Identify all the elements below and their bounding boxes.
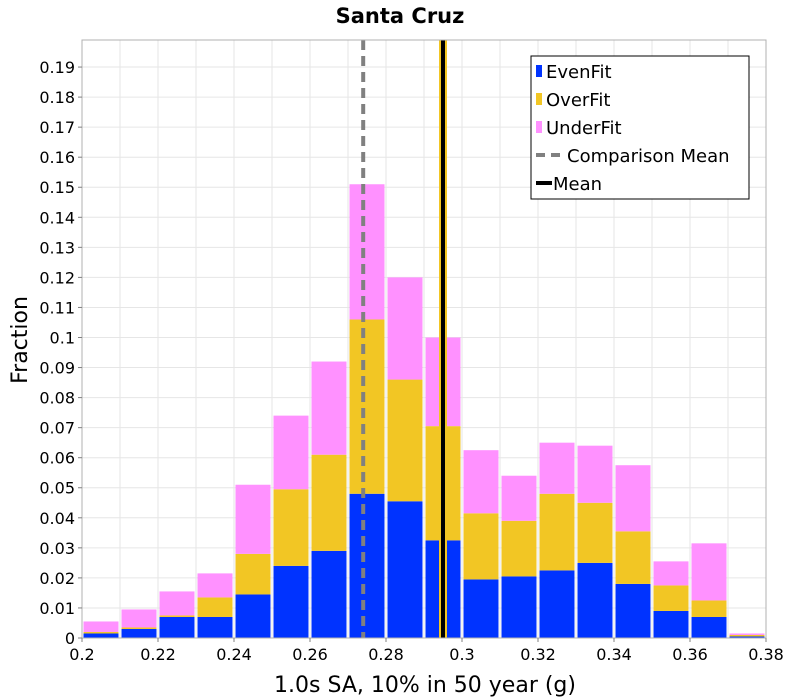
y-tick-label: 0.18 bbox=[39, 88, 75, 107]
bar-overfit bbox=[691, 600, 727, 617]
y-tick-label: 0.13 bbox=[39, 238, 75, 257]
legend-swatch-evenfit bbox=[536, 65, 542, 77]
legend-label: OverFit bbox=[546, 90, 610, 111]
bar-evenfit bbox=[159, 616, 195, 638]
x-tick-label: 0.36 bbox=[672, 645, 708, 664]
legend-box bbox=[530, 55, 750, 200]
x-tick-label: 0.22 bbox=[140, 645, 176, 664]
legend: EvenFit OverFit UnderFit Comparison Mean Mea… bbox=[530, 55, 750, 200]
x-tick-label: 0.2 bbox=[69, 645, 94, 664]
y-tick-label: 0.15 bbox=[39, 178, 75, 197]
bar-evenfit bbox=[615, 583, 651, 638]
bar-evenfit bbox=[83, 633, 119, 638]
bar-evenfit bbox=[691, 616, 727, 638]
legend-label: UnderFit bbox=[546, 118, 622, 139]
x-tick-label: 0.26 bbox=[292, 645, 328, 664]
bar-overfit bbox=[311, 454, 347, 551]
x-tick-label: 0.34 bbox=[596, 645, 632, 664]
bar-underfit bbox=[235, 484, 271, 554]
bar-underfit bbox=[501, 475, 537, 521]
bar-underfit bbox=[83, 621, 119, 632]
legend-swatch-overfit bbox=[536, 93, 542, 105]
y-tick-label: 0.07 bbox=[39, 419, 75, 438]
bar-evenfit bbox=[729, 636, 765, 638]
bar-evenfit bbox=[235, 594, 271, 638]
bar-evenfit bbox=[539, 570, 575, 638]
bar-underfit bbox=[349, 184, 385, 320]
y-tick-label: 0.03 bbox=[39, 539, 75, 558]
y-tick-label: 0.08 bbox=[39, 389, 75, 408]
bar-underfit bbox=[615, 465, 651, 532]
x-tick-label: 0.3 bbox=[449, 645, 474, 664]
y-tick-label: 0.05 bbox=[39, 479, 75, 498]
y-axis-ticks: 0 0.01 0.02 0.03 0.04 0.05 0.06 0.07 0.08 0.09 0.1… bbox=[39, 58, 82, 648]
bar-evenfit bbox=[577, 562, 613, 638]
y-tick-label: 0.16 bbox=[39, 148, 75, 167]
bar-evenfit bbox=[387, 501, 423, 638]
bar-overfit bbox=[501, 520, 537, 577]
y-tick-label: 0.17 bbox=[39, 118, 75, 137]
x-tick-label: 0.28 bbox=[368, 645, 404, 664]
y-tick-label: 0.1 bbox=[50, 328, 75, 347]
bar-overfit bbox=[653, 585, 689, 611]
bar-overfit bbox=[729, 634, 765, 637]
y-tick-label: 0 bbox=[65, 629, 75, 648]
bar-evenfit bbox=[463, 579, 499, 638]
bar-underfit bbox=[159, 591, 195, 616]
bar-overfit bbox=[121, 627, 157, 629]
x-axis-ticks: 0.2 0.22 0.24 0.26 0.28 0.3 0.32 0.34 0.36 0.38 bbox=[69, 638, 784, 664]
y-tick-label: 0.06 bbox=[39, 449, 75, 468]
y-tick-label: 0.14 bbox=[39, 208, 75, 227]
bar-evenfit bbox=[349, 493, 385, 638]
y-tick-label: 0.09 bbox=[39, 359, 75, 378]
bar-underfit bbox=[577, 445, 613, 503]
bar-underfit bbox=[121, 609, 157, 628]
plot-frame bbox=[81, 39, 767, 639]
chart-title: Santa Cruz bbox=[336, 4, 465, 28]
bar-evenfit bbox=[311, 550, 347, 638]
bar-overfit bbox=[387, 379, 423, 502]
bar-underfit bbox=[387, 277, 423, 380]
y-tick-label: 0.12 bbox=[39, 268, 75, 287]
bar-evenfit bbox=[197, 616, 233, 638]
y-tick-label: 0.11 bbox=[39, 298, 75, 317]
x-tick-label: 0.38 bbox=[748, 645, 784, 664]
bar-overfit bbox=[539, 493, 575, 571]
bar-overfit bbox=[349, 319, 385, 494]
bar-overfit bbox=[235, 553, 271, 595]
bar-evenfit bbox=[653, 610, 689, 638]
bar-overfit bbox=[197, 597, 233, 617]
y-tick-label: 0.01 bbox=[39, 599, 75, 618]
bar-overfit bbox=[159, 615, 195, 617]
bar-underfit bbox=[653, 561, 689, 586]
bar-underfit bbox=[311, 361, 347, 455]
legend-label: EvenFit bbox=[546, 62, 612, 83]
y-tick-label: 0.04 bbox=[39, 509, 75, 528]
bar-evenfit bbox=[501, 576, 537, 638]
bar-evenfit bbox=[121, 628, 157, 638]
x-tick-label: 0.24 bbox=[216, 645, 252, 664]
legend-label: Comparison Mean bbox=[567, 146, 730, 167]
bar-underfit bbox=[691, 543, 727, 601]
y-tick-label: 0.02 bbox=[39, 569, 75, 588]
x-axis-label: 1.0s SA, 10% in 50 year (g) bbox=[274, 673, 576, 698]
x-tick-label: 0.32 bbox=[520, 645, 556, 664]
bar-underfit bbox=[463, 450, 499, 514]
bar-underfit bbox=[539, 442, 575, 494]
mean-lines bbox=[361, 40, 447, 638]
bar-underfit bbox=[197, 573, 233, 598]
legend-label: Mean bbox=[553, 174, 602, 195]
bar-overfit bbox=[83, 631, 119, 634]
bar-underfit bbox=[273, 415, 309, 490]
bar-overfit bbox=[463, 513, 499, 580]
bar-overfit bbox=[577, 502, 613, 563]
bar-overfit bbox=[615, 531, 651, 584]
y-tick-label: 0.19 bbox=[39, 58, 75, 77]
bar-underfit bbox=[729, 633, 765, 635]
legend-swatch-underfit bbox=[536, 121, 542, 133]
y-axis-label: Fraction bbox=[8, 296, 33, 384]
bar-overfit bbox=[273, 489, 309, 566]
bar-evenfit bbox=[273, 565, 309, 638]
